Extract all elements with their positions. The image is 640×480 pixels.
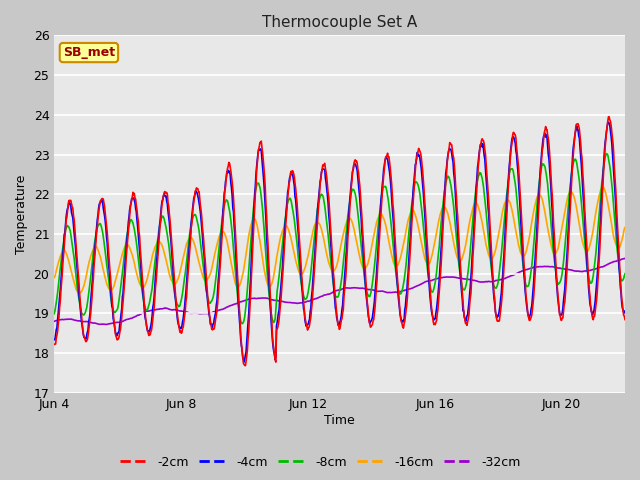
- Title: Thermocouple Set A: Thermocouple Set A: [262, 15, 417, 30]
- Text: SB_met: SB_met: [63, 46, 115, 59]
- X-axis label: Time: Time: [324, 414, 355, 427]
- Legend: -2cm, -4cm, -8cm, -16cm, -32cm: -2cm, -4cm, -8cm, -16cm, -32cm: [115, 451, 525, 474]
- Y-axis label: Temperature: Temperature: [15, 174, 28, 254]
